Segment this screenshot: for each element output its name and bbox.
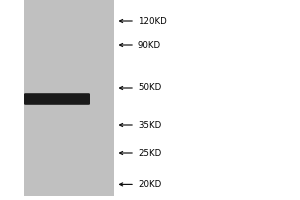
FancyBboxPatch shape	[24, 93, 90, 105]
Text: 25KD: 25KD	[138, 148, 161, 158]
Bar	[24, 0, 114, 196]
Text: 50KD: 50KD	[138, 83, 161, 92]
Text: 90KD: 90KD	[138, 40, 161, 49]
Text: 120KD: 120KD	[138, 17, 167, 25]
Text: 35KD: 35KD	[138, 120, 161, 130]
Text: 20KD: 20KD	[138, 180, 161, 189]
